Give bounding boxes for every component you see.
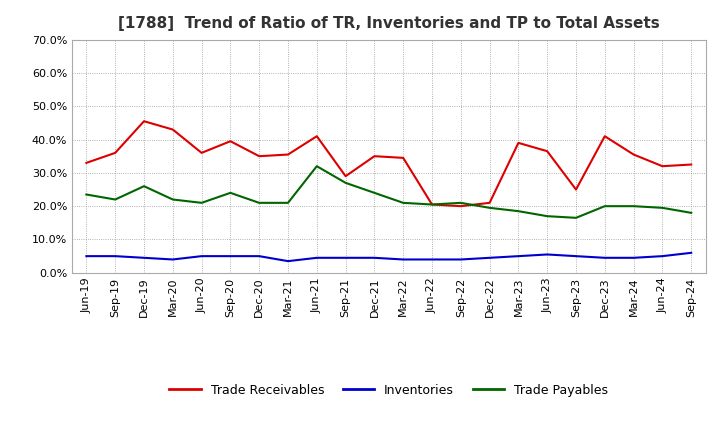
Trade Receivables [255, 154, 264, 159]
Trade Payables [456, 200, 465, 205]
Inventories [370, 255, 379, 260]
Inventories [572, 253, 580, 259]
Trade Payables [197, 200, 206, 205]
Trade Receivables [341, 173, 350, 179]
Inventories [226, 253, 235, 259]
Trade Payables [687, 210, 696, 216]
Inventories [341, 255, 350, 260]
Trade Payables [111, 197, 120, 202]
Inventories [82, 253, 91, 259]
Inventories [284, 258, 292, 264]
Legend: Trade Receivables, Inventories, Trade Payables: Trade Receivables, Inventories, Trade Pa… [164, 379, 613, 402]
Line: Trade Payables: Trade Payables [86, 166, 691, 218]
Trade Receivables [687, 162, 696, 167]
Trade Receivables [312, 134, 321, 139]
Inventories [485, 255, 494, 260]
Trade Receivables [543, 149, 552, 154]
Trade Payables [226, 190, 235, 195]
Inventories [111, 253, 120, 259]
Trade Payables [572, 215, 580, 220]
Inventories [514, 253, 523, 259]
Trade Receivables [82, 160, 91, 165]
Inventories [312, 255, 321, 260]
Trade Payables [428, 202, 436, 207]
Trade Payables [600, 204, 609, 209]
Trade Receivables [485, 200, 494, 205]
Line: Inventories: Inventories [86, 253, 691, 261]
Trade Receivables [370, 154, 379, 159]
Trade Receivables [197, 150, 206, 155]
Inventories [543, 252, 552, 257]
Trade Receivables [629, 152, 638, 157]
Trade Receivables [658, 164, 667, 169]
Trade Payables [658, 205, 667, 210]
Inventories [255, 253, 264, 259]
Trade Receivables [140, 118, 148, 124]
Inventories [456, 257, 465, 262]
Inventories [687, 250, 696, 256]
Trade Receivables [284, 152, 292, 157]
Trade Payables [82, 192, 91, 197]
Inventories [428, 257, 436, 262]
Trade Receivables [600, 134, 609, 139]
Trade Receivables [226, 139, 235, 144]
Trade Payables [399, 200, 408, 205]
Title: [1788]  Trend of Ratio of TR, Inventories and TP to Total Assets: [1788] Trend of Ratio of TR, Inventories… [118, 16, 660, 32]
Trade Payables [514, 209, 523, 214]
Trade Payables [370, 190, 379, 195]
Inventories [140, 255, 148, 260]
Trade Receivables [111, 150, 120, 155]
Trade Receivables [514, 140, 523, 146]
Trade Payables [312, 164, 321, 169]
Trade Payables [168, 197, 177, 202]
Trade Receivables [399, 155, 408, 161]
Trade Payables [255, 200, 264, 205]
Trade Payables [284, 200, 292, 205]
Trade Receivables [456, 204, 465, 209]
Trade Payables [341, 180, 350, 186]
Trade Receivables [428, 202, 436, 207]
Trade Payables [140, 183, 148, 189]
Inventories [658, 253, 667, 259]
Trade Payables [629, 204, 638, 209]
Trade Receivables [168, 127, 177, 132]
Inventories [168, 257, 177, 262]
Trade Receivables [572, 187, 580, 192]
Trade Payables [485, 205, 494, 210]
Inventories [629, 255, 638, 260]
Inventories [197, 253, 206, 259]
Inventories [399, 257, 408, 262]
Trade Payables [543, 213, 552, 219]
Line: Trade Receivables: Trade Receivables [86, 121, 691, 206]
Inventories [600, 255, 609, 260]
